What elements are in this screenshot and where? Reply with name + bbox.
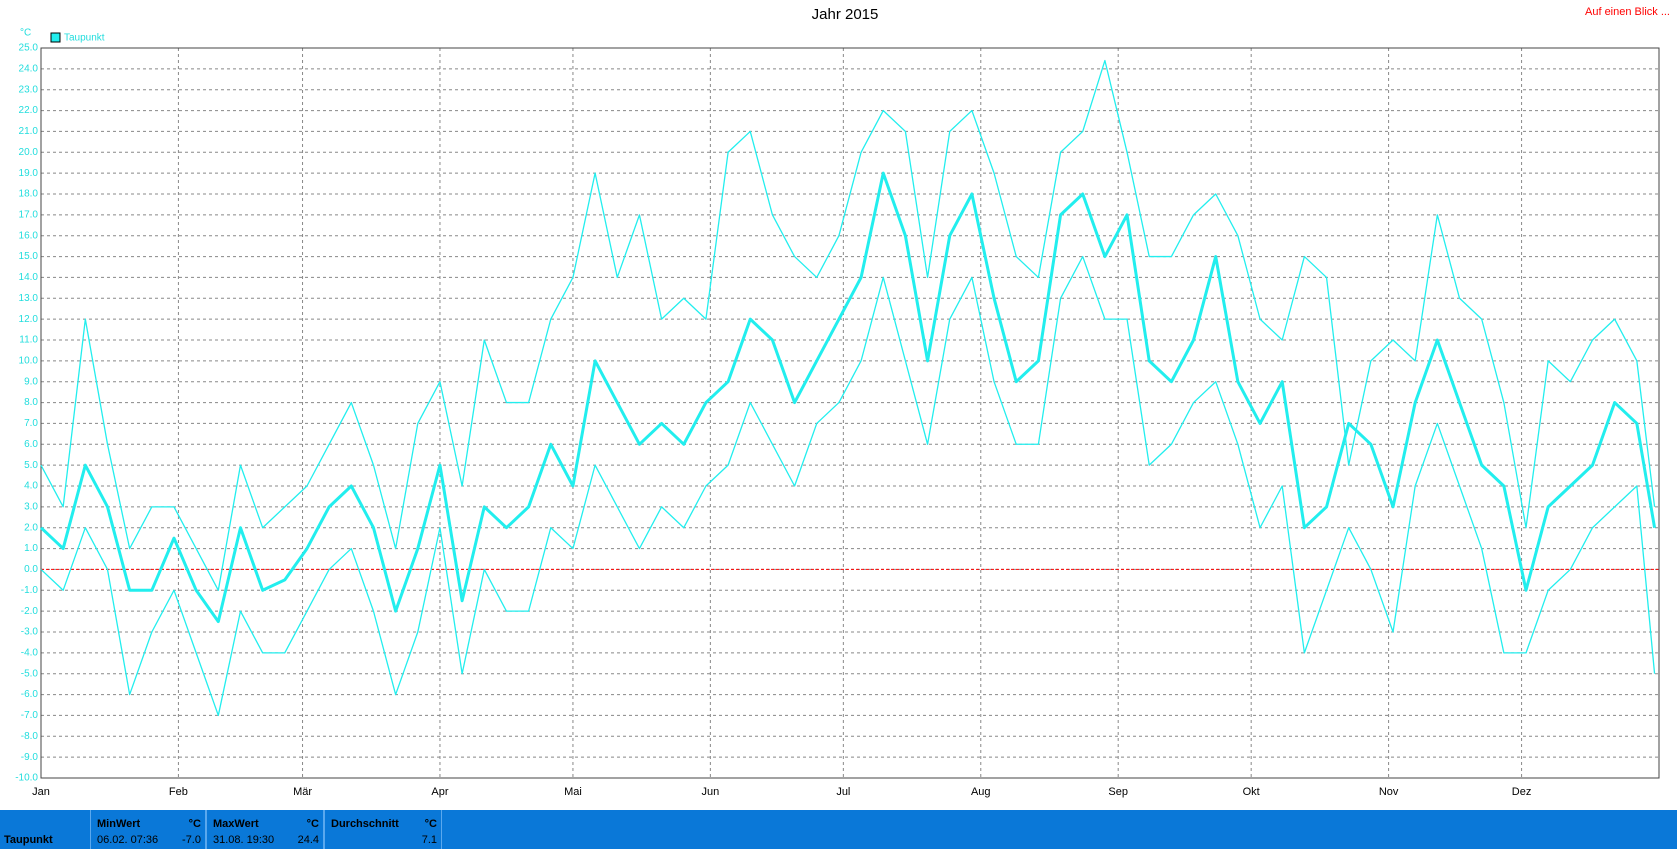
y-tick-label: 20.0 — [19, 147, 39, 158]
y-tick-label: 10.0 — [19, 355, 39, 366]
y-tick-label: -4.0 — [21, 647, 39, 658]
stats-bar: Taupunkt MinWert °C 06.02. 07:36 -7.0 MaxWer… — [0, 810, 1677, 849]
stats-cell: MaxWert °C 31.08. 19:30 24.4 — [206, 810, 324, 849]
x-tick-label: Dez — [1512, 786, 1532, 798]
y-tick-label: 1.0 — [24, 543, 38, 554]
x-tick-label: Okt — [1243, 786, 1260, 798]
y-tick-label: -7.0 — [21, 710, 39, 721]
y-tick-label: -5.0 — [21, 668, 39, 679]
x-tick-label: Nov — [1379, 786, 1399, 798]
stats-time: 31.08. 19:30 — [213, 834, 275, 846]
y-tick-label: 18.0 — [19, 189, 39, 200]
y-tick-label: 17.0 — [19, 209, 39, 220]
y-tick-label: 11.0 — [19, 335, 38, 346]
y-tick-label: 13.0 — [19, 293, 39, 304]
y-tick-label: 5.0 — [24, 460, 38, 471]
stats-unit: °C — [306, 818, 319, 830]
y-tick-label: 8.0 — [24, 397, 38, 408]
stats-value: -7.0 — [182, 834, 201, 846]
y-tick-label: 19.0 — [19, 168, 39, 179]
stats-cell: MinWert °C 06.02. 07:36 -7.0 — [90, 810, 206, 849]
stats-header: MinWert — [97, 818, 141, 830]
chart-title: Jahr 2015 — [812, 6, 879, 23]
y-tick-label: 21.0 — [19, 126, 39, 137]
legend-label: Taupunkt — [64, 33, 105, 44]
y-tick-label: 2.0 — [24, 522, 38, 533]
y-tick-label: 4.0 — [24, 481, 38, 492]
x-tick-label: Mai — [564, 786, 582, 798]
y-tick-label: 6.0 — [24, 439, 38, 450]
line — [39, 171, 1657, 624]
y-tick-label: 23.0 — [19, 84, 39, 95]
x-tick-label: Jul — [836, 786, 850, 798]
x-tick-label: Apr — [431, 786, 448, 798]
y-tick-label: -9.0 — [21, 752, 39, 763]
y-tick-label: 7.0 — [24, 418, 38, 429]
x-tick-label: Mär — [293, 786, 312, 798]
line — [40, 255, 1656, 717]
stats-time: 06.02. 07:36 — [97, 834, 159, 846]
stats-unit: °C — [188, 818, 201, 830]
line — [40, 59, 1656, 591]
stats-header: Durchschnitt — [331, 818, 399, 830]
chart: Jahr 2015 Auf einen Blick ... °C Taupunk… — [15, 6, 1670, 798]
x-tick-label: Sep — [1108, 786, 1128, 798]
y-tick-label: -2.0 — [21, 606, 39, 617]
y-tick-label: 14.0 — [19, 272, 39, 283]
stats-row-label: Taupunkt — [4, 834, 53, 846]
x-tick-label: Aug — [971, 786, 991, 798]
x-tick-label: Jun — [701, 786, 719, 798]
plot-frame — [40, 47, 1660, 779]
y-tick-label: -10.0 — [15, 773, 38, 784]
y-tick-label: -3.0 — [21, 627, 39, 638]
stats-cell: Durchschnitt °C 7.1 — [324, 810, 442, 849]
y-tick-label: 22.0 — [19, 105, 39, 116]
y-tick-label: 15.0 — [19, 251, 39, 262]
stats-value: 24.4 — [297, 834, 319, 846]
stats-value: 7.1 — [421, 834, 437, 846]
link[interactable]: Auf einen Blick ... — [1585, 6, 1670, 18]
y-unit: °C — [20, 28, 31, 39]
y-tick-label: 24.0 — [19, 63, 39, 74]
y-tick-label: -8.0 — [21, 731, 39, 742]
stats-unit: °C — [424, 818, 437, 830]
y-tick-label: 16.0 — [19, 230, 39, 241]
x-tick-label: Feb — [169, 786, 188, 798]
y-tick-label: 0.0 — [24, 564, 38, 575]
stats-header: MaxWert — [213, 818, 259, 830]
y-tick-label: -1.0 — [21, 585, 39, 596]
y-tick-label: 12.0 — [19, 314, 39, 325]
y-tick-label: 25.0 — [19, 43, 39, 54]
x-tick-label: Jan — [32, 786, 50, 798]
y-tick-label: -6.0 — [21, 689, 39, 700]
y-tick-label: 3.0 — [24, 501, 38, 512]
legend-swatch — [50, 32, 61, 43]
y-tick-label: 9.0 — [24, 376, 38, 387]
